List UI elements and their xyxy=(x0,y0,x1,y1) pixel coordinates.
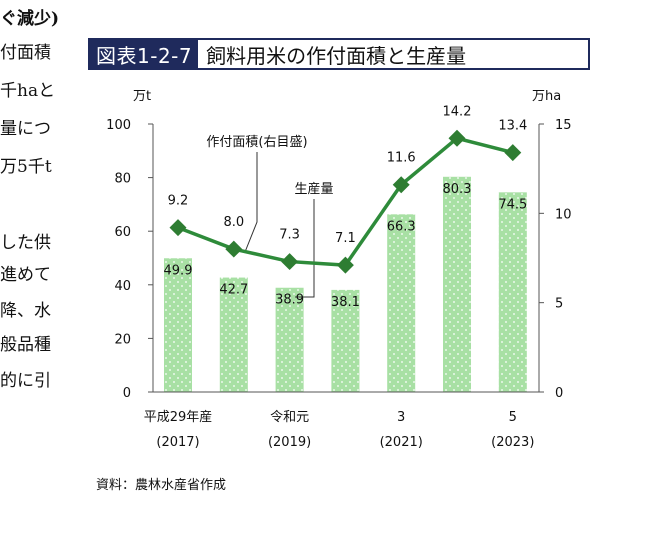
line-series-leader xyxy=(244,152,258,253)
figure-title: 飼料用米の作付面積と生産量 xyxy=(206,43,467,68)
bar xyxy=(387,214,416,392)
bar xyxy=(275,287,304,392)
side-text-line: した供 xyxy=(0,233,51,253)
figure-number: 図表1-2-7 xyxy=(90,40,199,68)
figure-title-box: 図表1-2-7 飼料用米の作付面積と生産量 xyxy=(88,38,590,70)
line-data-label: 14.2 xyxy=(443,104,472,119)
left-tick-label: 0 xyxy=(123,386,131,401)
x-tick-year: (2019) xyxy=(268,435,311,450)
line-data-label: 9.2 xyxy=(168,194,189,209)
line-data-label: 7.3 xyxy=(279,228,300,243)
x-tick-year: (2023) xyxy=(491,435,534,450)
side-text-line: 降、水 xyxy=(0,301,51,321)
line-marker xyxy=(336,256,354,274)
bar-series-label: 生産量 xyxy=(294,181,333,197)
line-marker xyxy=(504,144,522,162)
line-data-label: 11.6 xyxy=(387,151,416,166)
side-text-line: 付面積 xyxy=(0,43,51,63)
x-tick-label: 平成29年産 xyxy=(144,409,213,425)
line-data-label: 7.1 xyxy=(335,231,356,246)
line-marker xyxy=(169,219,187,237)
line-series-label: 作付面積(右目盛) xyxy=(206,135,307,150)
bar-data-label: 49.9 xyxy=(164,263,193,278)
side-text-line: 般品種 xyxy=(0,335,51,355)
bar-series-leader xyxy=(295,199,315,298)
left-tick-label: 80 xyxy=(114,172,131,187)
right-axis-unit: 万ha xyxy=(532,89,561,104)
x-tick-label: 5 xyxy=(509,410,517,425)
left-tick-label: 40 xyxy=(114,279,131,294)
side-text-line: 的に引 xyxy=(0,371,51,391)
right-tick-label: 5 xyxy=(555,297,563,312)
right-tick-label: 0 xyxy=(555,386,563,401)
bar-data-label: 74.5 xyxy=(498,197,527,212)
bar-data-label: 38.9 xyxy=(275,293,304,308)
x-tick-label: 3 xyxy=(397,410,405,425)
bar xyxy=(498,192,527,392)
side-text-line: 万5千t xyxy=(0,157,52,177)
left-axis-unit: 万t xyxy=(133,89,151,104)
x-tick-label: 令和元 xyxy=(270,410,309,425)
bar xyxy=(443,176,471,392)
side-text-line: ぐ減少) xyxy=(0,9,60,29)
line-marker xyxy=(281,253,299,271)
right-tick-label: 10 xyxy=(555,207,572,222)
side-text-line: 量につ xyxy=(0,119,51,139)
x-tick-year: (2017) xyxy=(156,435,199,450)
bar xyxy=(164,258,192,392)
bar-data-label: 80.3 xyxy=(443,182,472,197)
side-text-line: 進めて xyxy=(0,265,51,285)
line-marker xyxy=(225,240,243,258)
bar xyxy=(219,277,248,392)
line-marker xyxy=(392,176,410,194)
left-tick-label: 100 xyxy=(106,118,131,133)
line-data-label: 13.4 xyxy=(498,119,527,134)
right-tick-label: 15 xyxy=(555,118,572,133)
line-marker xyxy=(448,129,466,147)
bar-data-label: 42.7 xyxy=(219,283,248,298)
bar xyxy=(331,289,360,392)
x-tick-year: (2021) xyxy=(380,435,423,450)
left-tick-label: 20 xyxy=(114,332,131,347)
left-tick-label: 60 xyxy=(114,225,131,240)
side-text-line: 千haと xyxy=(0,81,56,101)
bar-data-label: 66.3 xyxy=(387,219,416,234)
bar-data-label: 38.1 xyxy=(331,295,360,310)
line-data-label: 8.0 xyxy=(223,215,244,230)
source-note: 資料：農林水産省作成 xyxy=(96,478,227,493)
